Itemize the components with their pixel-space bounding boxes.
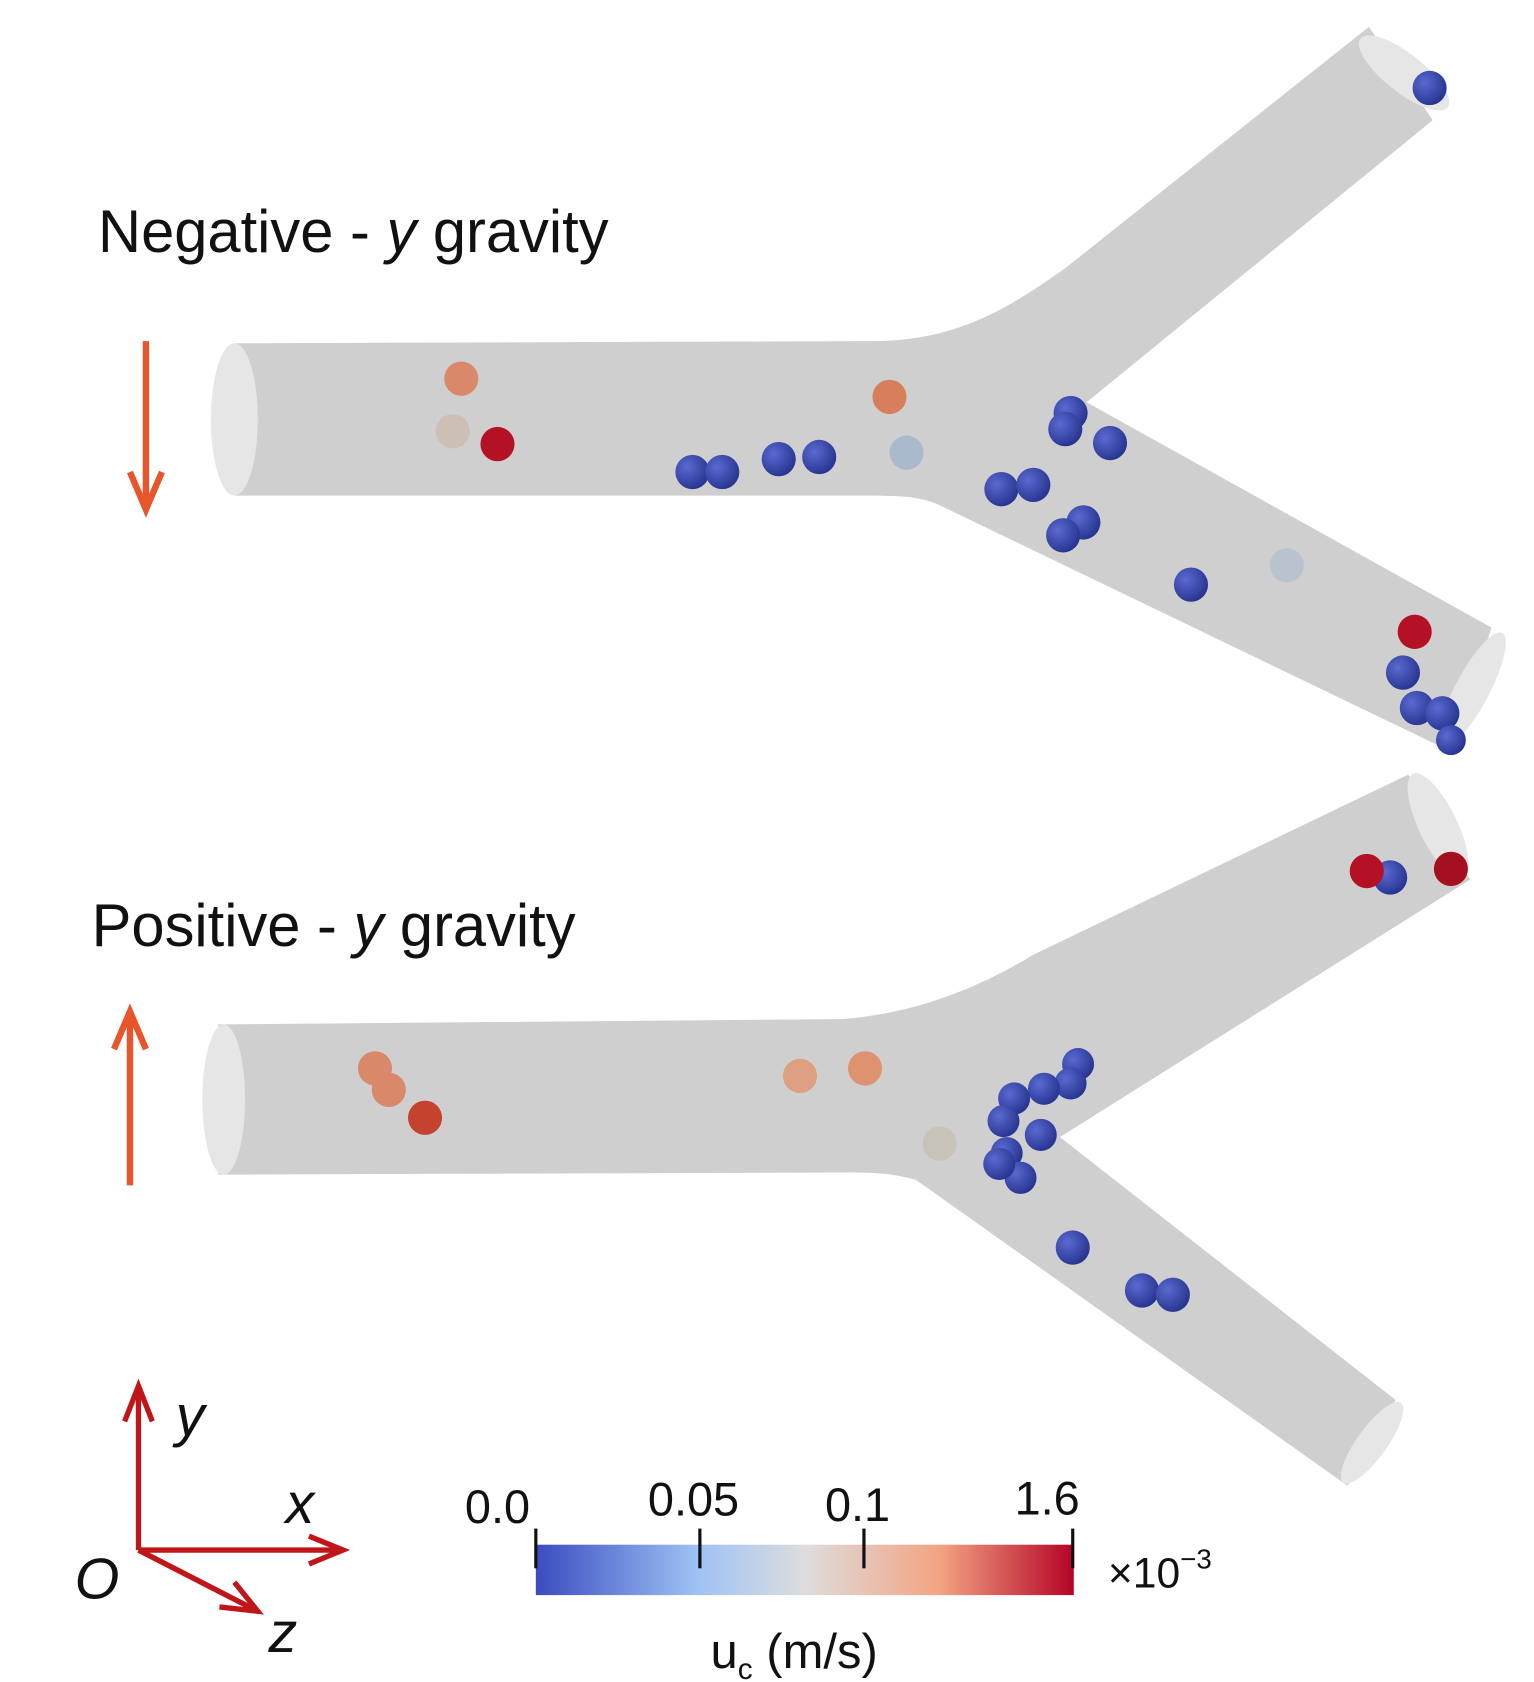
gravity-arrow bbox=[111, 1003, 149, 1186]
text-part: Negative - bbox=[98, 198, 386, 265]
colorbar-title: uc (m/s) bbox=[711, 1624, 878, 1682]
vessel bbox=[234, 26, 1492, 754]
text-part: (m/s) bbox=[753, 1624, 878, 1679]
colorbar bbox=[535, 1544, 1074, 1596]
text-part: u bbox=[711, 1624, 738, 1679]
colorbar-tick-label: 0.1 bbox=[825, 1478, 890, 1531]
panel-label: Positive - y gravity bbox=[92, 892, 576, 959]
vessel-cap bbox=[1340, 1401, 1404, 1484]
axis-label: y bbox=[172, 1384, 208, 1448]
text-part: y bbox=[382, 198, 419, 265]
panel-label: Negative - y gravity bbox=[98, 198, 609, 265]
colorbar-tick-label: 0.0 bbox=[465, 1480, 530, 1533]
colorbar-tick-label: 0.05 bbox=[648, 1473, 739, 1526]
vessel bbox=[218, 774, 1471, 1486]
axis-origin: O bbox=[75, 1547, 120, 1611]
axes-triad bbox=[122, 1378, 351, 1615]
text-part: y bbox=[350, 892, 387, 959]
text-part: gravity bbox=[383, 892, 575, 959]
particles bbox=[357, 70, 1468, 1312]
axis-label: z bbox=[267, 1601, 297, 1665]
vessel-cap bbox=[202, 1024, 246, 1175]
colorbar-ticks bbox=[534, 1528, 1075, 1569]
text-part: gravity bbox=[416, 198, 608, 265]
colorbar-multiplier: ×10−3 bbox=[1108, 1543, 1212, 1597]
colorbar-tick-label: 1.6 bbox=[1015, 1472, 1080, 1525]
axis-label: x bbox=[283, 1472, 317, 1536]
vessel-cap bbox=[210, 343, 258, 496]
gravity-arrow bbox=[127, 341, 165, 518]
text-part: −3 bbox=[1180, 1543, 1212, 1574]
text-part: ×10 bbox=[1108, 1549, 1180, 1597]
text-part: c bbox=[738, 1653, 753, 1682]
text-part: Positive - bbox=[92, 892, 354, 959]
